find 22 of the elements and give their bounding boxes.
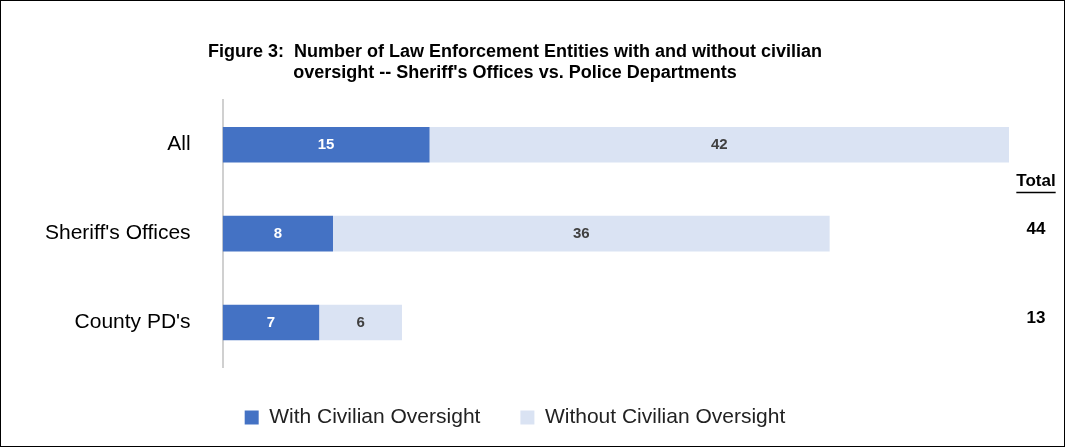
y-tick-label: Sheriff's Offices (44, 220, 191, 244)
data-label: 7 (266, 312, 276, 330)
bar (332, 215, 830, 252)
y-tick-label: County PD's (74, 309, 191, 333)
legend-label: Without Civilian Oversight (544, 404, 786, 428)
data-label: 6 (356, 312, 365, 330)
text: 44 (1026, 219, 1046, 239)
data-label: 15 (317, 134, 335, 152)
data-label: 42 (710, 134, 728, 152)
bar (319, 304, 402, 341)
text: Figure 3: Number of Law Enforcement Entities with and without civilian (207, 40, 823, 61)
data-label: 36 (572, 223, 590, 241)
text: 13 (1026, 308, 1046, 328)
data-label: 8 (273, 223, 282, 241)
bar (222, 304, 320, 341)
bar (222, 126, 430, 163)
y-tick-label: All (167, 131, 191, 155)
bar (429, 126, 1009, 163)
bar (222, 215, 333, 252)
legend-label: With Civilian Oversight (269, 404, 481, 428)
text: Total (1016, 171, 1056, 191)
text: oversight -- Sheriff's Offices vs. Police Departments (293, 62, 737, 83)
